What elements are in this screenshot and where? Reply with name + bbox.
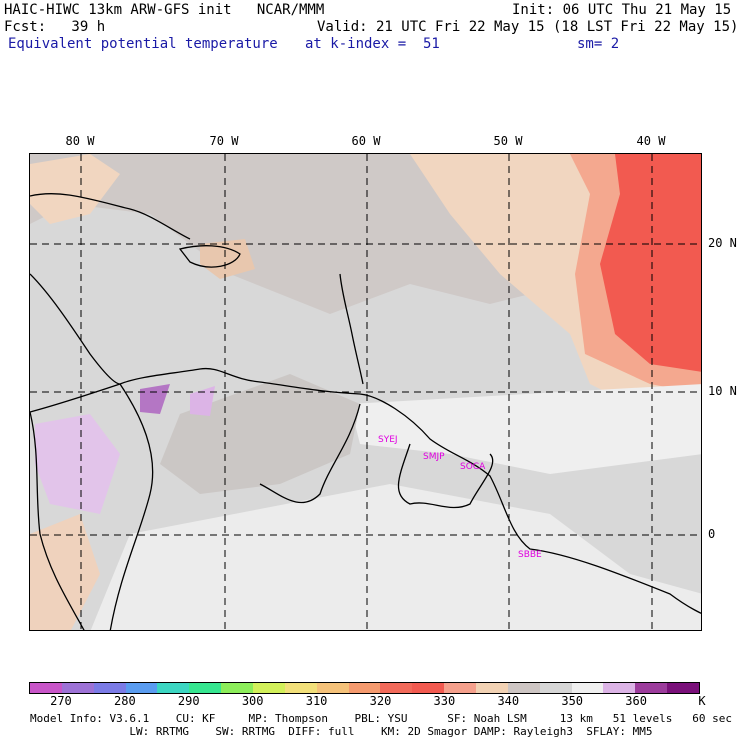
k-index-label: at k-index = 51 (305, 36, 440, 52)
colorbar-swatch (380, 683, 413, 693)
colorbar-swatch (61, 683, 94, 693)
sa-north-coast (30, 367, 701, 614)
graticule (30, 154, 701, 630)
colorbar (29, 682, 700, 694)
colorbar-swatch (189, 683, 222, 693)
colorbar-swatch (125, 683, 158, 693)
sa-west-coast (30, 411, 85, 630)
colorbar-tick-label: 350 (561, 694, 584, 708)
hispaniola-coast (178, 245, 241, 268)
colorbar-swatch (571, 683, 604, 693)
lat-label-10n: 10 N (708, 384, 737, 398)
colorbar-tick-label: 280 (114, 694, 136, 708)
station-labels: SYEJ SMJP SOCA SBBE (378, 435, 542, 560)
colorbar-tick-label: 360 (625, 694, 647, 708)
lon-label-80w: 80 W (65, 134, 95, 148)
colorbar-swatch (507, 683, 540, 693)
colorbar-tick-label: 330 (433, 694, 456, 708)
colorbar-swatch (316, 683, 349, 693)
colorbar-tick-label: 290 (177, 694, 200, 708)
white-belt (350, 384, 701, 474)
model-title: HAIC-HIWC 13km ARW-GFS init NCAR/MMM (4, 2, 325, 18)
lon-label-70w: 70 W (209, 134, 239, 148)
red-region (600, 154, 701, 372)
venezuela-border (259, 403, 361, 504)
tan-patch-sw (30, 514, 100, 630)
station-sbbe: SBBE (518, 550, 542, 560)
colorbar-swatch (444, 683, 477, 693)
station-syej: SYEJ (378, 435, 398, 445)
lilac-patch-1 (35, 414, 120, 514)
station-soca: SOCA (460, 462, 486, 472)
andes-border (109, 383, 154, 630)
colorbar-tick-label: 340 (497, 694, 520, 708)
lon-label-60w: 60 W (351, 134, 381, 148)
colorbar-swatch (93, 683, 126, 693)
forecast-hour: Fcst: 39 h (4, 19, 106, 35)
colorbar-swatch (157, 683, 190, 693)
tan-patch-hispaniola (200, 239, 255, 279)
colorbar-swatch (348, 683, 381, 693)
colorbar-swatch (635, 683, 668, 693)
central-america-coast (30, 273, 121, 385)
guianas-border (397, 443, 494, 509)
colorbar-tick-label: 320 (369, 694, 392, 708)
colorbar-tick-label: 300 (241, 694, 264, 708)
colorbar-swatch (30, 683, 62, 693)
map-panel: SYEJ SMJP SOCA SBBE (29, 153, 702, 631)
smoothing-label: sm= 2 (577, 36, 620, 52)
colorbar-swatch (284, 683, 317, 693)
cuba-coast (30, 193, 191, 240)
station-smjp: SMJP (423, 452, 445, 462)
colorbar-unit: K (698, 694, 706, 708)
init-time: Init: 06 UTC Thu 21 May 15 (512, 2, 732, 18)
lesser-antilles (339, 273, 364, 385)
model-info-line2: LW: RRTMG SW: RRTMG DIFF: full KM: 2D Sm… (30, 725, 653, 738)
field-name: Equivalent potential temperature (8, 36, 278, 52)
colorbar-swatch (412, 683, 445, 693)
tan-patch-west (30, 154, 120, 224)
white-amazon (90, 484, 701, 630)
colorbar-swatch (253, 683, 285, 693)
colorbar-tick-label: 270 (50, 694, 72, 708)
valid-time: Valid: 21 UTC Fri 22 May 15 (18 LST Fri … (317, 19, 739, 35)
colorbar-swatch (667, 683, 700, 693)
lilac-patch-2 (190, 386, 215, 416)
lat-label-0: 0 (708, 527, 716, 541)
map-canvas: SYEJ SMJP SOCA SBBE (30, 154, 701, 630)
colorbar-swatch (221, 683, 254, 693)
lat-label-20n: 20 N (708, 236, 737, 250)
lon-label-50w: 50 W (493, 134, 523, 148)
colorbar-swatch (539, 683, 572, 693)
model-info-line1: Model Info: V3.6.1 CU: KF MP: Thompson P… (30, 712, 732, 725)
colorbar-swatch (603, 683, 636, 693)
lon-label-40w: 40 W (636, 134, 666, 148)
colorbar-swatch (476, 683, 508, 693)
colorbar-tick-label: 310 (305, 694, 328, 708)
coastlines (30, 193, 701, 630)
